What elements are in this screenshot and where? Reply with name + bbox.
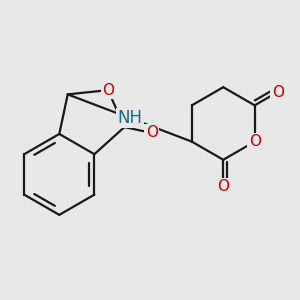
Text: O: O [249, 134, 261, 149]
Text: O: O [102, 82, 114, 98]
Text: O: O [146, 125, 158, 140]
Text: O: O [217, 179, 229, 194]
Text: O: O [272, 85, 284, 100]
Text: NH: NH [117, 109, 142, 127]
